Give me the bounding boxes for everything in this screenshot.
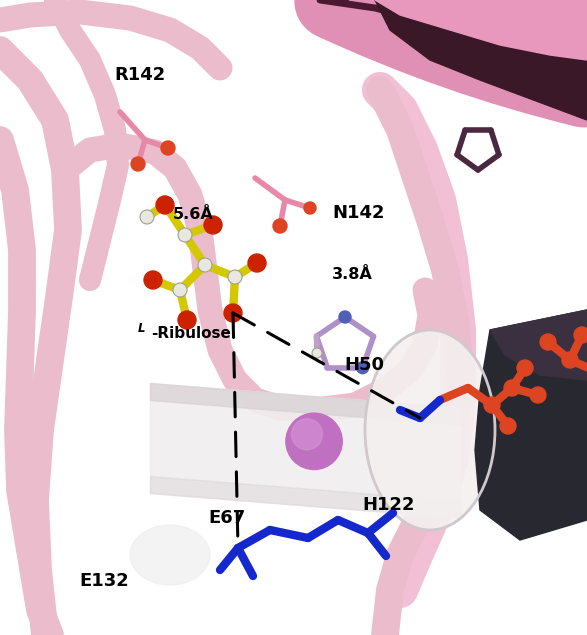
Polygon shape [375, 0, 587, 120]
Text: E67: E67 [208, 509, 245, 526]
Circle shape [312, 348, 322, 358]
Text: L: L [138, 323, 146, 335]
Circle shape [156, 196, 174, 214]
Text: E132: E132 [79, 572, 129, 590]
Circle shape [198, 258, 212, 272]
Circle shape [504, 380, 520, 396]
Circle shape [292, 419, 322, 450]
Circle shape [228, 270, 242, 284]
Circle shape [304, 202, 316, 214]
Circle shape [161, 141, 175, 155]
Circle shape [530, 387, 546, 403]
Polygon shape [475, 310, 587, 540]
Circle shape [248, 254, 266, 272]
FancyArrowPatch shape [332, 1, 584, 90]
Circle shape [339, 311, 351, 323]
Text: H50: H50 [345, 356, 384, 374]
Text: 3.8Å: 3.8Å [332, 267, 373, 282]
Circle shape [517, 360, 533, 376]
Polygon shape [490, 310, 587, 380]
Text: -Ribulose: -Ribulose [151, 326, 231, 341]
Circle shape [173, 283, 187, 297]
Ellipse shape [365, 330, 495, 530]
Circle shape [131, 157, 145, 171]
Polygon shape [375, 0, 587, 60]
Circle shape [357, 362, 369, 373]
Circle shape [224, 304, 242, 322]
Circle shape [204, 216, 222, 234]
Circle shape [144, 271, 162, 289]
Circle shape [178, 228, 192, 242]
Circle shape [562, 352, 578, 368]
Circle shape [484, 397, 500, 413]
Circle shape [178, 311, 196, 329]
Circle shape [140, 210, 154, 224]
Text: N142: N142 [333, 204, 385, 222]
Text: 5.6Å: 5.6Å [173, 207, 214, 222]
Circle shape [574, 327, 587, 343]
Text: R142: R142 [114, 66, 166, 84]
Circle shape [500, 418, 516, 434]
Text: H122: H122 [363, 496, 415, 514]
Circle shape [273, 219, 287, 233]
Ellipse shape [130, 525, 210, 585]
Circle shape [286, 413, 342, 469]
Circle shape [540, 334, 556, 350]
